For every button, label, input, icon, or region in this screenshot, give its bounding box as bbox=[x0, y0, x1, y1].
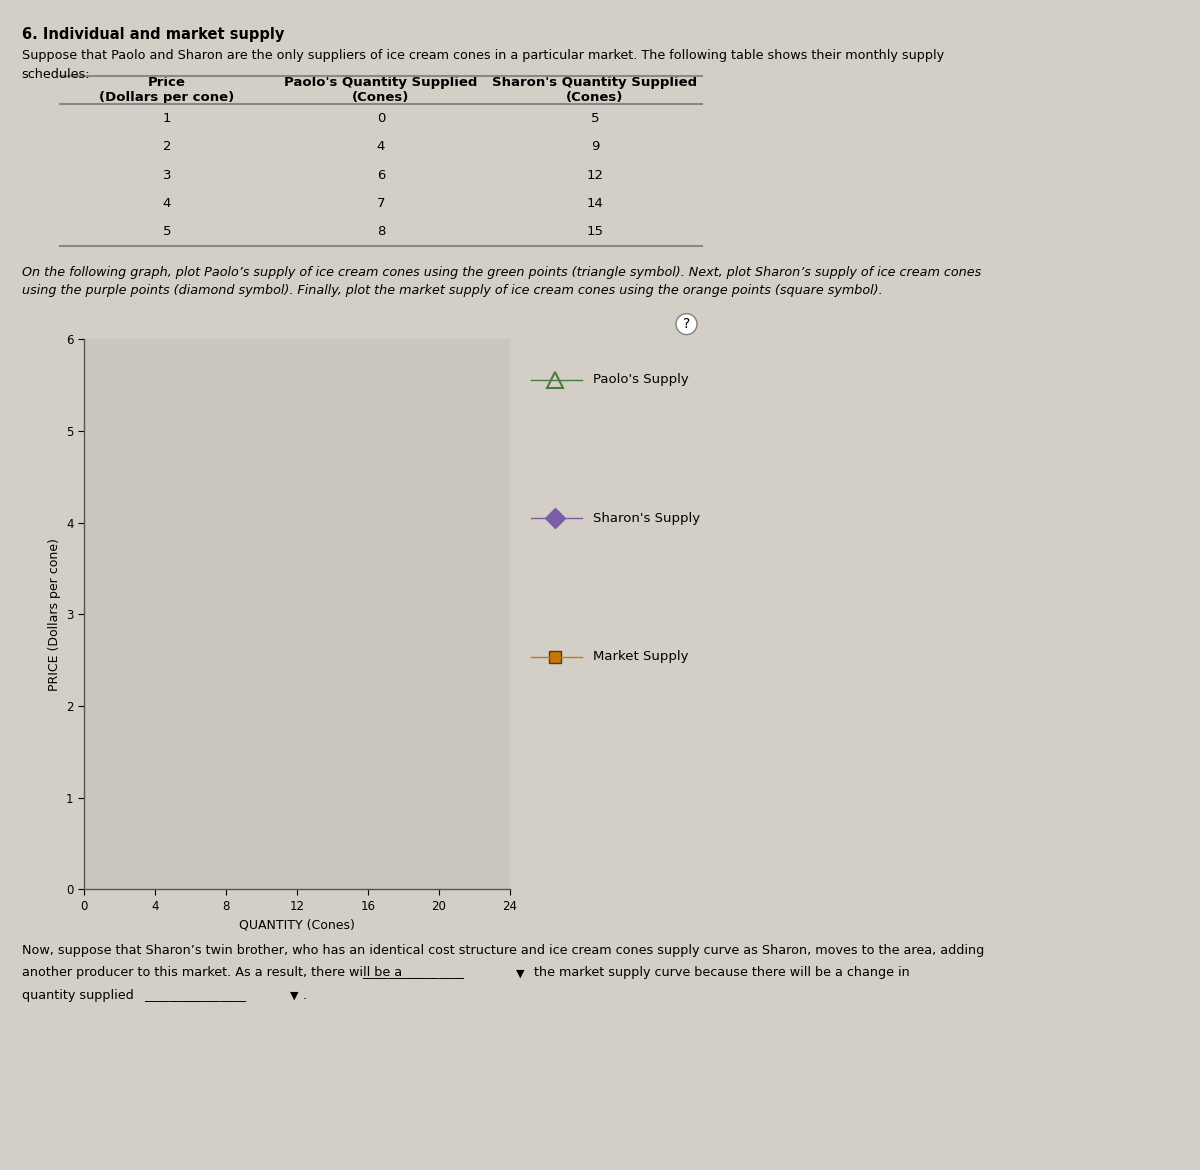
Y-axis label: PRICE (Dollars per cone): PRICE (Dollars per cone) bbox=[48, 538, 60, 690]
Text: ________________: ________________ bbox=[362, 966, 464, 979]
Text: Sharon's Supply: Sharon's Supply bbox=[593, 511, 700, 524]
Text: Market Supply: Market Supply bbox=[593, 651, 688, 663]
Text: quantity supplied: quantity supplied bbox=[22, 989, 133, 1002]
Text: Suppose that Paolo and Sharon are the only suppliers of ice cream cones in a par: Suppose that Paolo and Sharon are the on… bbox=[22, 49, 943, 62]
Text: ________________: ________________ bbox=[144, 989, 246, 1002]
Text: using the purple points (diamond symbol). Finally, plot the market supply of ice: using the purple points (diamond symbol)… bbox=[22, 284, 882, 297]
Text: ▼: ▼ bbox=[290, 991, 299, 1002]
Text: the market supply curve because there will be a change in: the market supply curve because there wi… bbox=[534, 966, 910, 979]
Text: schedules:: schedules: bbox=[22, 68, 90, 81]
Text: ?: ? bbox=[683, 317, 690, 331]
Text: On the following graph, plot Paolo’s supply of ice cream cones using the green p: On the following graph, plot Paolo’s sup… bbox=[22, 266, 980, 278]
Text: Paolo's Supply: Paolo's Supply bbox=[593, 373, 689, 386]
Text: another producer to this market. As a result, there will be a: another producer to this market. As a re… bbox=[22, 966, 402, 979]
Text: .: . bbox=[302, 989, 306, 1002]
X-axis label: QUANTITY (Cones): QUANTITY (Cones) bbox=[239, 918, 355, 931]
Text: 6. Individual and market supply: 6. Individual and market supply bbox=[22, 27, 284, 42]
Text: ▼: ▼ bbox=[516, 969, 524, 979]
Text: Now, suppose that Sharon’s twin brother, who has an identical cost structure and: Now, suppose that Sharon’s twin brother,… bbox=[22, 944, 984, 957]
